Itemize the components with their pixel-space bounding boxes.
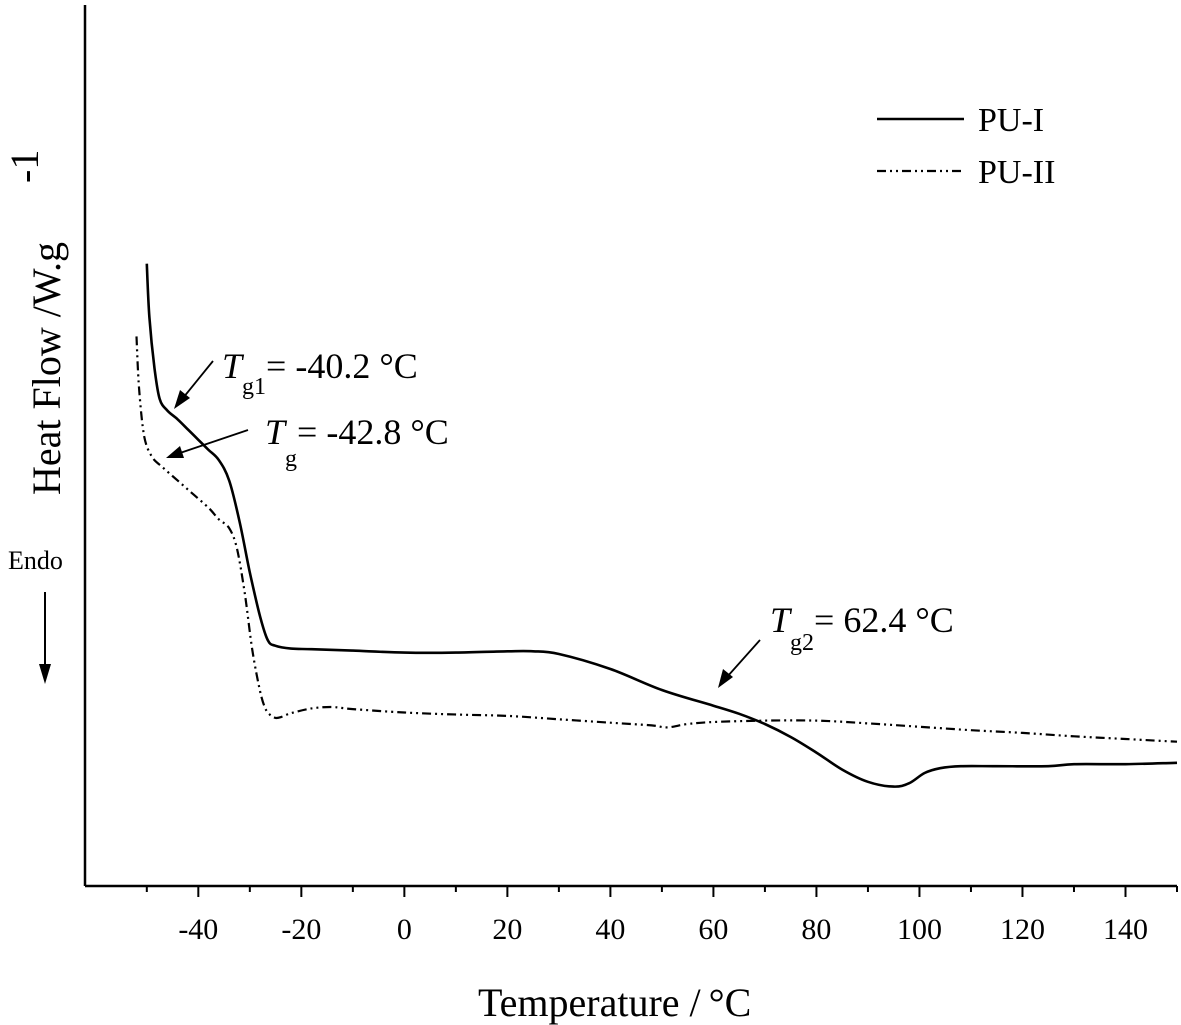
annotation-tg-symbol: T xyxy=(265,412,288,452)
annotation-tg1-symbol: T xyxy=(222,346,245,386)
annotation-tg: Tg= -42.8 °C xyxy=(166,412,449,472)
x-tick-label: 100 xyxy=(897,913,942,946)
x-tick-label: 20 xyxy=(492,913,522,946)
y-axis-title-group: Heat Flow /W.g -1 xyxy=(2,150,69,495)
x-tick-label: 60 xyxy=(698,913,728,946)
annotation-tg1: Tg1= -40.2 °C xyxy=(174,346,418,409)
x-axis-title: Temperature / °C xyxy=(478,980,751,1025)
annotation-tg2-arrowhead xyxy=(718,669,733,688)
y-axis-title: Heat Flow /W.g xyxy=(24,242,69,495)
endo-label: Endo xyxy=(8,546,63,575)
legend-label-pu-i: PU-I xyxy=(978,102,1044,139)
annotation-tg1-subscript: g1 xyxy=(242,374,266,400)
annotation-tg-arrowhead xyxy=(166,446,184,458)
annotation-tg-label: Tg= -42.8 °C xyxy=(265,412,449,472)
legend: PU-I PU-II xyxy=(877,102,1055,191)
x-tick-label: -40 xyxy=(178,913,218,946)
x-ticks: -40 -20 0 20 40 60 80 100 120 140 xyxy=(145,886,1178,946)
annotation-tg2-label: Tg2= 62.4 °C xyxy=(770,600,954,656)
annotation-tg-text: = -42.8 °C xyxy=(297,412,449,452)
annotation-tg2-arrow xyxy=(726,639,761,678)
series-line-pu-ii xyxy=(135,336,1178,743)
series-line-pu-i xyxy=(145,263,1178,788)
annotation-tg1-label: Tg1= -40.2 °C xyxy=(222,346,418,400)
annotation-tg1-text: = -40.2 °C xyxy=(266,346,418,386)
annotation-tg-arrow xyxy=(179,429,249,454)
x-tick-label: 140 xyxy=(1103,913,1148,946)
annotation-tg2: Tg2= 62.4 °C xyxy=(718,600,954,688)
annotation-tg2-subscript: g2 xyxy=(790,630,814,656)
y-axis-title-exponent: -1 xyxy=(2,150,47,183)
annotation-tg-subscript: g xyxy=(285,446,297,472)
x-tick-label: 0 xyxy=(397,913,412,946)
annotation-tg1-arrow xyxy=(182,360,214,399)
x-tick-label: -20 xyxy=(281,913,321,946)
annotation-tg2-symbol: T xyxy=(770,600,793,640)
endo-arrow-head xyxy=(39,664,51,684)
legend-label-pu-ii: PU-II xyxy=(978,154,1055,191)
x-axis-title-unit: °C xyxy=(709,980,752,1025)
x-tick-label: 80 xyxy=(801,913,831,946)
annotation-tg2-text: = 62.4 °C xyxy=(814,600,954,640)
annotation-tg1-arrowhead xyxy=(174,390,190,409)
x-axis-title-text: Temperature / xyxy=(478,980,702,1025)
x-tick-label: 40 xyxy=(595,913,625,946)
x-tick-label: 120 xyxy=(1000,913,1045,946)
